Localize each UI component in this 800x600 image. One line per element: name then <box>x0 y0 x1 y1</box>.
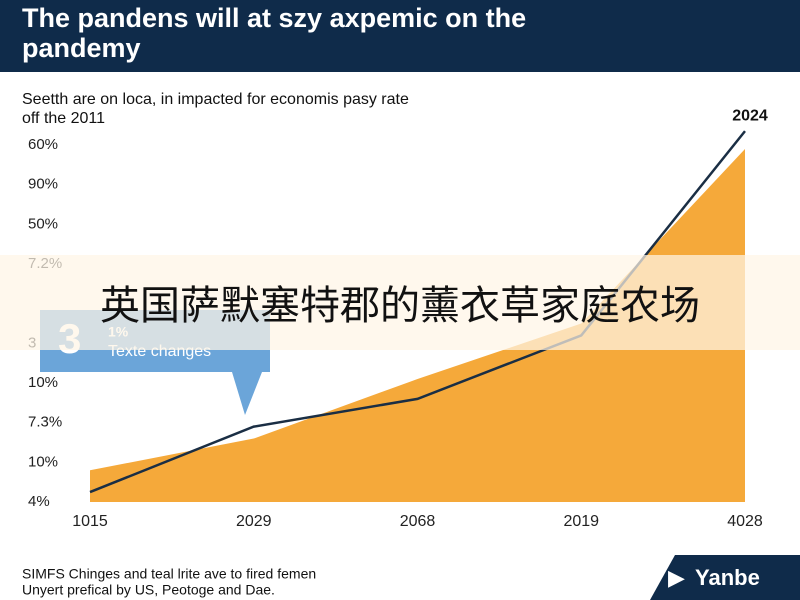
footer: SIMFS Chinges and teal lrite ave to fire… <box>22 566 316 582</box>
y-tick-label: 60% <box>28 136 58 153</box>
y-tick-label: 50% <box>28 215 58 232</box>
x-tick-label: 2029 <box>236 513 272 530</box>
x-tick-label: 2019 <box>563 513 599 530</box>
end-label: 2024 <box>732 107 768 124</box>
subtitle: Seetth are on loca, in impacted for econ… <box>22 91 409 108</box>
chart-title: The pandens will at szy axpemic on the <box>22 3 526 33</box>
chart-title: pandemy <box>22 33 141 63</box>
x-tick-label: 4028 <box>727 513 763 530</box>
banner-band <box>0 255 800 350</box>
x-tick-label: 2068 <box>400 513 436 530</box>
banner-text: 英国萨默塞特郡的薰衣草家庭农场 <box>100 283 700 329</box>
logo-icon: ▶ <box>668 565 685 590</box>
overlay: 3 1% Texte changes 英国萨默塞特郡的薰衣草家庭农场 SIMFS… <box>0 255 800 600</box>
y-tick-label: 10% <box>28 374 58 391</box>
y-tick-label: 4% <box>28 493 50 510</box>
area <box>90 148 745 502</box>
logo-box <box>650 555 800 600</box>
footer: Unyert prefical by US, Peotoge and Dae. <box>22 582 275 598</box>
y-tick-label: 10% <box>28 453 58 470</box>
subtitle: off the 2011 <box>22 110 105 127</box>
y-tick-label: 7.3% <box>28 414 62 431</box>
title-bar <box>0 0 800 72</box>
y-tick-label: 90% <box>28 176 58 193</box>
logo-text: Yanbe <box>695 565 760 590</box>
x-tick-label: 1015 <box>72 513 108 530</box>
